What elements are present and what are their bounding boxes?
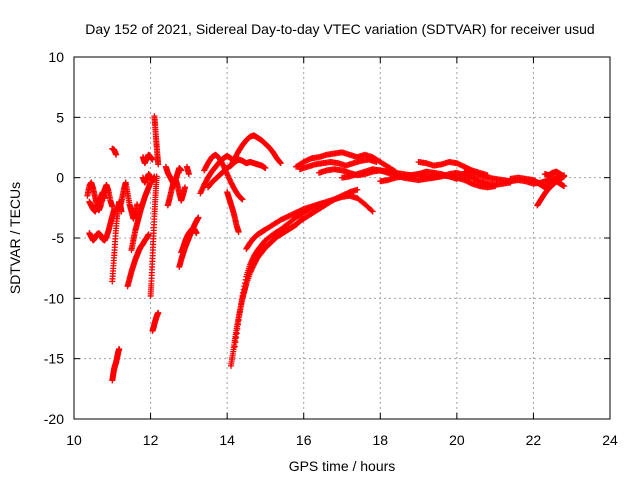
- series-arc-j: [139, 151, 156, 167]
- x-tick-label: 16: [296, 432, 312, 448]
- series-arc-b: [86, 206, 118, 244]
- series-arc-l: [147, 173, 160, 299]
- data-point: [239, 196, 246, 203]
- data-point: [323, 200, 330, 207]
- series-arc-r: [178, 225, 200, 256]
- data-point: [153, 173, 160, 180]
- series-arc-g: [116, 179, 141, 222]
- series-arc-i: [128, 179, 154, 254]
- series-arc-v: [205, 156, 269, 191]
- y-tick-label: 5: [56, 109, 64, 125]
- series-arc-aa: [243, 200, 330, 252]
- data-point: [155, 161, 162, 168]
- data-point: [145, 231, 152, 238]
- series-arc-p: [162, 163, 185, 187]
- data-point: [134, 201, 141, 208]
- data-point: [182, 184, 189, 191]
- x-tick-label: 18: [372, 432, 388, 448]
- series-arc-c: [86, 189, 108, 215]
- chart-title: Day 152 of 2021, Sidereal Day-to-day VTE…: [85, 21, 594, 37]
- x-tick-label: 22: [526, 432, 542, 448]
- series-arc-w: [224, 189, 242, 235]
- x-tick-labels: 10 12 14 16 18 20 22 24: [66, 432, 618, 448]
- series-arc-y: [227, 186, 361, 369]
- y-tick-label: 0: [56, 170, 64, 186]
- x-tick-label: 20: [449, 432, 465, 448]
- series-arc-d: [109, 346, 123, 384]
- data-point: [185, 171, 192, 178]
- series-arc-s: [183, 163, 192, 178]
- series-arc-k: [139, 171, 158, 186]
- data-point: [354, 186, 361, 193]
- y-axis-label: SDTVAR / TECUs: [7, 182, 23, 294]
- y-tick-label: -15: [44, 351, 64, 367]
- data-point: [235, 228, 242, 235]
- data-point: [369, 208, 376, 215]
- data-point: [113, 151, 120, 158]
- series-arc-cc: [296, 156, 380, 173]
- series-arc-jj: [534, 173, 568, 209]
- x-tick-label: 10: [66, 432, 82, 448]
- data-point: [561, 183, 568, 190]
- x-tick-label: 24: [602, 432, 618, 448]
- y-tick-label: -5: [52, 230, 65, 246]
- data-point: [368, 207, 375, 214]
- data-point: [277, 160, 284, 167]
- series-arc-n: [151, 113, 162, 168]
- data-point: [101, 195, 108, 202]
- axis-ticks: [73, 56, 611, 420]
- data-point: [262, 165, 269, 172]
- y-tick-label: -10: [44, 290, 64, 306]
- series-arc-m: [149, 309, 162, 334]
- x-tick-label: 14: [219, 432, 235, 448]
- y-tick-labels: -20 -15 -10 -5 0 5 10: [44, 49, 64, 427]
- x-axis-label: GPS time / hours: [289, 458, 396, 474]
- data-point: [193, 230, 200, 237]
- data-point: [195, 214, 202, 221]
- series-arc-kk: [541, 168, 568, 180]
- data-point: [155, 309, 162, 316]
- data-point: [178, 167, 185, 174]
- y-tick-label: 10: [48, 49, 64, 65]
- series-arc-e: [109, 145, 120, 158]
- y-tick-label: -20: [44, 411, 64, 427]
- data-point: [561, 173, 568, 180]
- data-points: [84, 113, 568, 384]
- series-arc-x: [227, 132, 284, 169]
- data-point: [149, 156, 156, 163]
- data-point: [373, 158, 380, 165]
- grid-lines: [74, 57, 610, 419]
- series-arc-q: [176, 214, 202, 270]
- x-tick-label: 12: [143, 432, 159, 448]
- data-point: [116, 346, 123, 353]
- data-point: [118, 208, 125, 215]
- series-arc-ff: [377, 169, 514, 188]
- series-arc-h: [124, 231, 152, 290]
